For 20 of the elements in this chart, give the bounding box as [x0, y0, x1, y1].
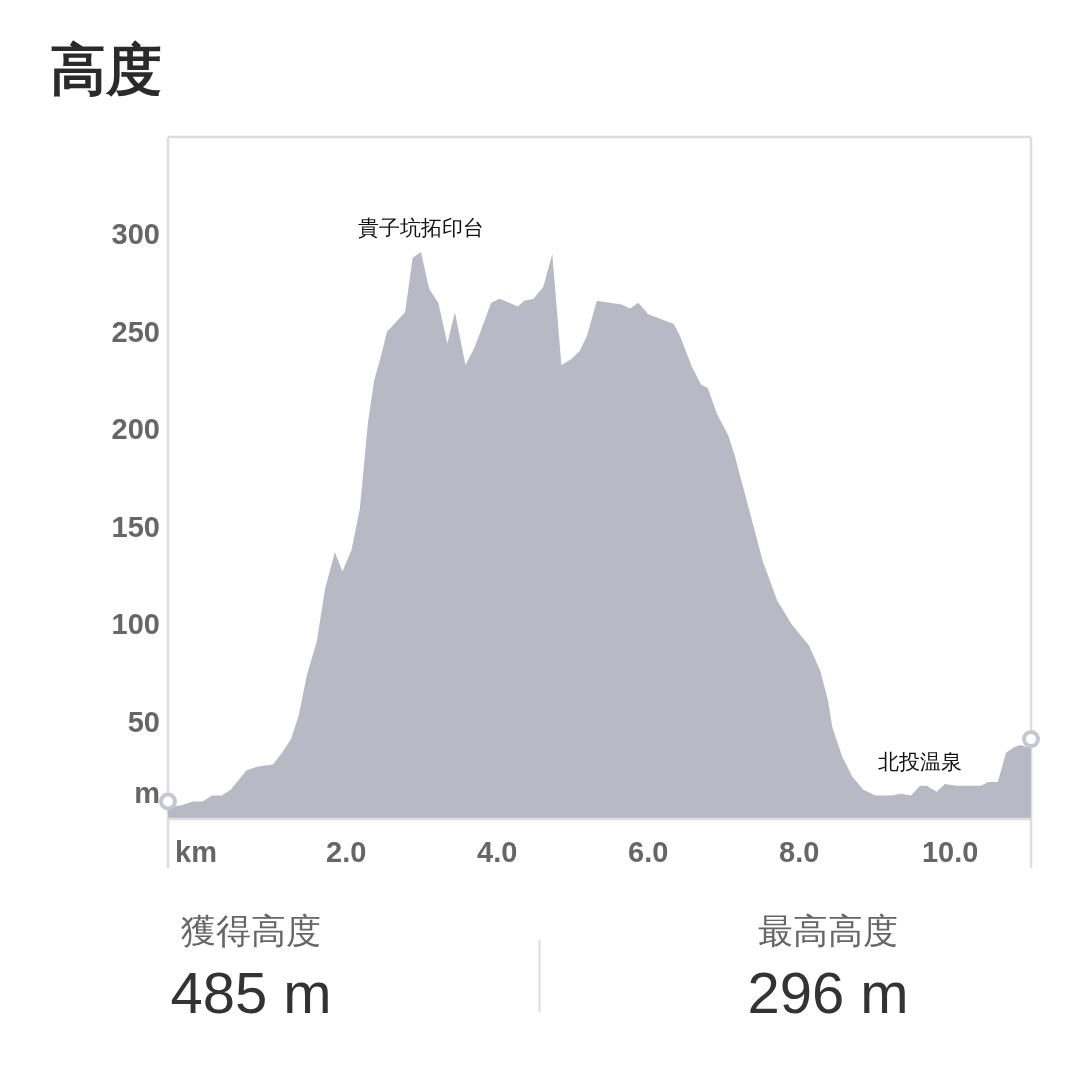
- x-axis-title: km: [175, 836, 217, 868]
- x-tick-label: 8.0: [779, 836, 820, 868]
- y-tick-label: 200: [111, 413, 160, 446]
- x-tick-label: 2.0: [326, 836, 367, 868]
- x-tick-label: 6.0: [628, 836, 669, 868]
- y-tick-label: 50: [127, 705, 160, 738]
- text: 最高高度: [758, 910, 898, 950]
- y-tick-label: 300: [111, 218, 160, 251]
- y-tick-label: 250: [111, 315, 160, 348]
- text: 485 m: [170, 959, 332, 1025]
- chart-title: 高度: [50, 38, 162, 101]
- text: 296 m: [747, 959, 909, 1025]
- y-tick-label: 150: [111, 510, 160, 543]
- annotation: 北投温泉: [878, 750, 963, 774]
- y-tick-label: 100: [111, 608, 160, 641]
- y-axis-title: m: [134, 777, 160, 809]
- text: 獲得高度: [181, 910, 321, 950]
- annotation: 貴子坑拓印台: [357, 216, 484, 240]
- x-tick-label: 10.0: [921, 836, 979, 868]
- x-tick-label: 4.0: [477, 836, 518, 868]
